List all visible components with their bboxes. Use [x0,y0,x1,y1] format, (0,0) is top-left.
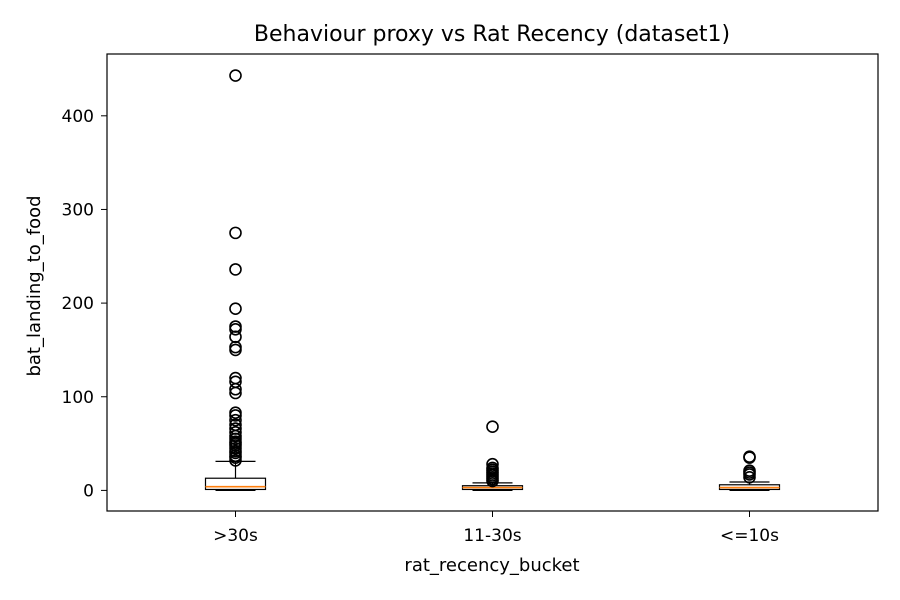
outlier-point [229,69,242,82]
y-axis-label: bat_landing_to_food [24,195,45,376]
x-tick-label: 11-30s [463,526,521,546]
outlier-point [229,375,242,389]
outlier-point [743,464,756,478]
outlier-point [486,457,499,471]
outlier-point [229,418,242,432]
plot-frame [106,53,879,512]
outlier-point [229,406,242,419]
outlier-point [743,450,756,463]
y-tick-label: 300 [62,200,94,220]
x-tick-label: >30s [213,526,258,546]
outlier-point [486,461,499,475]
outlier-point [229,302,242,316]
outlier-point [486,420,499,434]
outlier-point [229,320,242,333]
y-tick-label: 200 [62,294,94,314]
chart-title: Behaviour proxy vs Rat Recency (dataset1… [254,22,730,47]
box-iqr [204,477,267,491]
x-axis-label: rat_recency_bucket [404,555,579,576]
plot-area: 0 100 200 300 400 >30s 11-30s <=10s [62,53,879,546]
outlier-point [229,226,242,240]
y-tick-label: 0 [83,481,94,501]
y-tick-label: 400 [62,107,94,127]
y-tick-label: 100 [62,388,94,408]
outlier-point [229,413,242,427]
x-tick-label: <=10s [720,526,779,546]
outlier-point [229,263,242,276]
outlier-point [229,422,242,435]
outlier-point [229,426,242,439]
outlier-point [229,371,242,385]
